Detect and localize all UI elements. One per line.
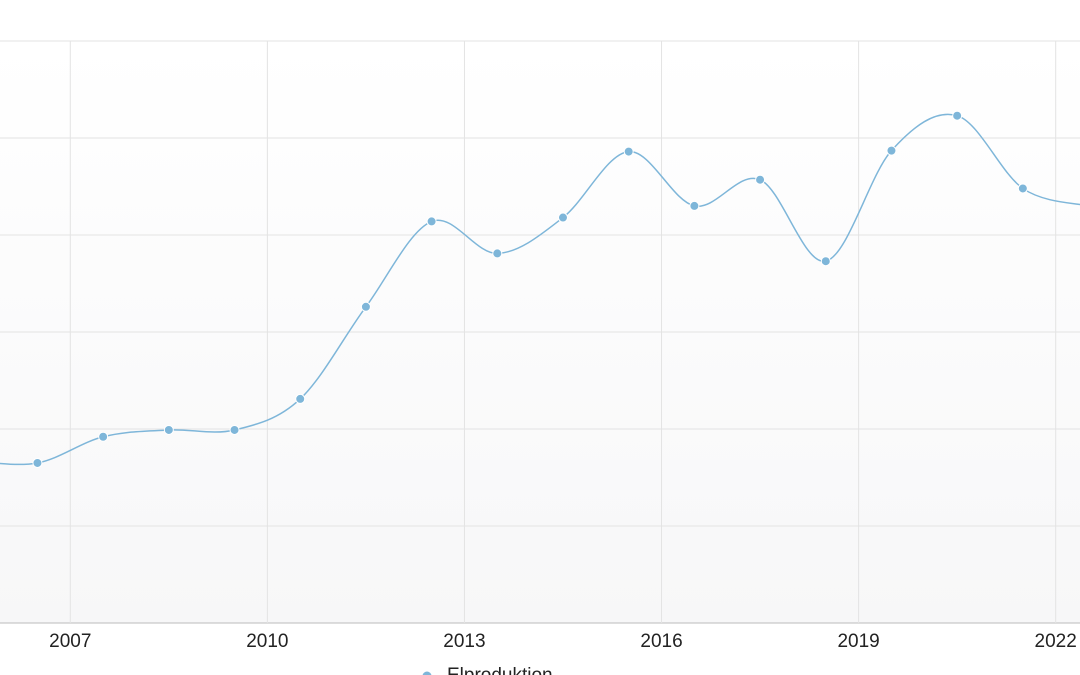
point	[32, 457, 43, 468]
point	[492, 248, 503, 259]
point	[295, 393, 306, 404]
point	[360, 301, 371, 312]
point	[229, 424, 240, 435]
x-tick-label: 2013	[443, 631, 485, 652]
legend-label: Elproduktion	[447, 665, 553, 675]
point	[623, 146, 634, 157]
point	[557, 212, 568, 223]
plot-area	[0, 110, 1080, 468]
x-tick-label: 2010	[246, 631, 288, 652]
x-tick-label: 2016	[640, 631, 682, 652]
x-tick-label: 2022	[1035, 631, 1077, 652]
legend-marker	[422, 671, 432, 675]
x-tick-label: 2007	[49, 631, 91, 652]
point	[426, 216, 437, 227]
point	[689, 200, 700, 211]
point	[1017, 183, 1028, 194]
point	[886, 145, 897, 156]
point	[952, 110, 963, 121]
x-tick-label: 2019	[837, 631, 879, 652]
point	[163, 424, 174, 435]
point	[98, 431, 109, 442]
point	[755, 174, 766, 185]
point	[820, 256, 831, 267]
